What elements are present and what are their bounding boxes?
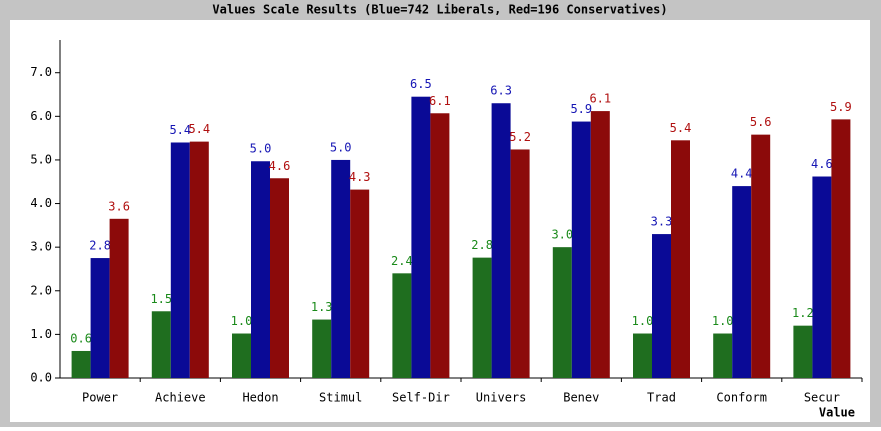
- bar: [171, 142, 190, 378]
- bar: [312, 320, 331, 378]
- bar: [492, 103, 511, 378]
- bar: [671, 140, 690, 378]
- value-label: 5.2: [509, 130, 531, 144]
- x-tick-label: Achieve: [155, 391, 206, 405]
- bar: [591, 111, 610, 378]
- value-label: 5.4: [188, 122, 210, 136]
- bar: [793, 326, 812, 378]
- x-tick-label: Conform: [716, 391, 767, 405]
- y-tick-label: 2.0: [30, 283, 52, 297]
- y-tick-label: 7.0: [30, 65, 52, 79]
- value-label: 2.8: [471, 238, 493, 252]
- bar: [190, 142, 209, 378]
- value-label: 6.3: [490, 84, 512, 98]
- x-tick-label: Univers: [476, 391, 527, 405]
- x-tick-label: Power: [82, 391, 118, 405]
- bar: [152, 311, 171, 378]
- value-label: 0.6: [70, 331, 92, 345]
- value-label: 4.6: [269, 159, 291, 173]
- y-tick-label: 0.0: [30, 371, 52, 385]
- y-tick-label: 6.0: [30, 109, 52, 123]
- x-tick-label: Hedon: [242, 391, 278, 405]
- bar: [350, 190, 369, 378]
- bar: [511, 149, 530, 378]
- value-label: 1.0: [632, 314, 654, 328]
- bar: [713, 334, 732, 378]
- bar: [411, 97, 430, 378]
- bar: [553, 247, 572, 378]
- x-tick-label: Trad: [647, 391, 676, 405]
- bar: [572, 122, 591, 378]
- bar: [331, 160, 350, 378]
- value-label: 1.3: [311, 300, 333, 314]
- value-label: 1.5: [150, 292, 172, 306]
- bar: [270, 178, 289, 378]
- value-label: 3.0: [551, 228, 573, 242]
- bar: [751, 135, 770, 378]
- bar: [392, 273, 411, 378]
- value-label: 5.4: [670, 121, 692, 135]
- chart: Values Scale Results (Blue=742 Liberals,…: [0, 0, 881, 427]
- bar: [652, 234, 671, 378]
- bar: [732, 186, 751, 378]
- x-tick-label: Stimul: [319, 391, 362, 405]
- value-label: 5.0: [250, 142, 272, 156]
- value-label: 5.6: [750, 115, 772, 129]
- y-tick-label: 3.0: [30, 240, 52, 254]
- bar: [232, 334, 251, 378]
- x-tick-label: Self-Dir: [392, 391, 450, 405]
- x-tick-label: Secur: [804, 391, 840, 405]
- x-axis-label: Value: [819, 406, 855, 420]
- value-label: 5.9: [830, 100, 852, 114]
- value-label: 1.0: [712, 314, 734, 328]
- value-label: 4.6: [811, 157, 833, 171]
- value-label: 2.4: [391, 254, 413, 268]
- bar: [72, 351, 91, 378]
- value-label: 6.5: [410, 77, 432, 91]
- bar: [633, 334, 652, 378]
- y-tick-label: 1.0: [30, 327, 52, 341]
- bar: [831, 119, 850, 378]
- value-label: 5.0: [330, 140, 352, 154]
- value-label: 1.2: [792, 306, 814, 320]
- value-label: 4.4: [731, 167, 753, 181]
- value-label: 6.1: [429, 94, 451, 108]
- y-tick-label: 4.0: [30, 196, 52, 210]
- bar: [110, 219, 129, 378]
- value-label: 3.3: [651, 215, 673, 229]
- value-label: 2.8: [89, 239, 111, 253]
- y-tick-label: 5.0: [30, 152, 52, 166]
- value-label: 6.1: [589, 92, 611, 106]
- bar: [473, 258, 492, 378]
- value-label: 4.3: [349, 170, 371, 184]
- bar: [91, 258, 110, 378]
- chart-title: Values Scale Results (Blue=742 Liberals,…: [212, 3, 667, 17]
- bar: [251, 161, 270, 378]
- x-tick-label: Benev: [563, 391, 599, 405]
- value-label: 3.6: [108, 199, 130, 213]
- bar: [812, 177, 831, 378]
- value-label: 1.0: [231, 314, 253, 328]
- bar: [430, 113, 449, 378]
